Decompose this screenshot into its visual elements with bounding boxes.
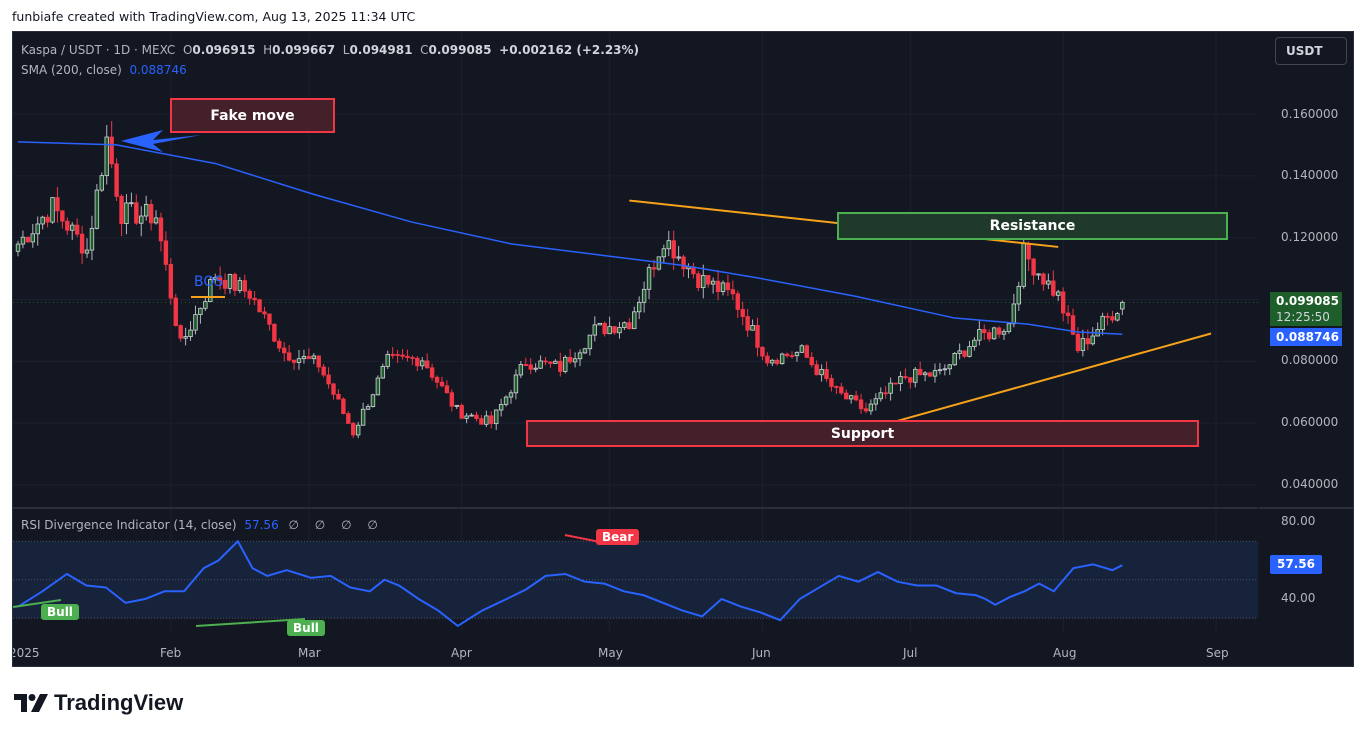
chart-credit: funbiafe created with TradingView.com, A… (12, 9, 416, 24)
chart-canvas[interactable] (13, 32, 1354, 667)
support-zone[interactable]: Support (526, 420, 1199, 447)
bos-label[interactable]: BOS (194, 274, 224, 290)
bull-divergence-label: Bull (287, 620, 325, 636)
chart-bottom-border (13, 666, 1354, 667)
price-legend: Kaspa / USDT · 1D · MEXC O0.096915 H0.09… (21, 43, 640, 77)
time-tick: Jul (903, 646, 918, 660)
rsi-title[interactable]: RSI Divergence Indicator (14, close) (21, 518, 237, 532)
price-tick: 0.040000 (1281, 477, 1339, 491)
time-tick: Sep (1206, 646, 1229, 660)
bear-divergence-label: Bear (596, 529, 640, 545)
rsi-value: 57.56 (244, 518, 279, 532)
time-tick: Apr (451, 646, 472, 660)
price-tick: 0.160000 (1281, 107, 1339, 121)
price-tick: 0.060000 (1281, 415, 1339, 429)
last-price-tag: 0.099085 12:25:50 (1270, 292, 1342, 326)
currency-button[interactable]: USDT (1275, 37, 1347, 65)
rsi-null-values: ∅ ∅ ∅ ∅ (288, 518, 384, 532)
price-tick: 0.120000 (1281, 230, 1339, 244)
time-tick: Mar (298, 646, 321, 660)
brand-name: TradingView (54, 690, 184, 715)
time-tick: Feb (160, 646, 182, 660)
chart-frame[interactable]: Kaspa / USDT · 1D · MEXC O0.096915 H0.09… (12, 31, 1354, 667)
resistance-zone[interactable]: Resistance (837, 212, 1228, 240)
time-tick: Jun (752, 646, 771, 660)
rsi-tick: 80.00 (1281, 514, 1316, 528)
price-tick: 0.140000 (1281, 168, 1339, 182)
symbol-title[interactable]: Kaspa / USDT · 1D · MEXC (21, 43, 176, 57)
sma-price-tag: 0.088746 (1270, 328, 1342, 346)
rsi-value-tag: 57.56 (1270, 555, 1322, 574)
sma-label[interactable]: SMA (200, close) (21, 63, 122, 77)
price-change: +0.002162 (+2.23%) (499, 43, 640, 57)
rsi-tick: 40.00 (1281, 591, 1316, 605)
time-tick: 2025 (12, 646, 40, 660)
bar-countdown: 12:25:50 (1276, 310, 1330, 324)
sma-value: 0.088746 (129, 63, 187, 77)
tradingview-logo[interactable]: TradingView (14, 690, 183, 716)
bull-divergence-label: Bull (41, 604, 79, 620)
price-tick: 0.080000 (1281, 353, 1339, 367)
time-tick: May (598, 646, 623, 660)
fake-move-label[interactable]: Fake move (170, 98, 335, 133)
rsi-legend: RSI Divergence Indicator (14, close) 57.… (21, 518, 384, 532)
tradingview-logo-icon (14, 694, 48, 712)
time-tick: Aug (1053, 646, 1077, 660)
